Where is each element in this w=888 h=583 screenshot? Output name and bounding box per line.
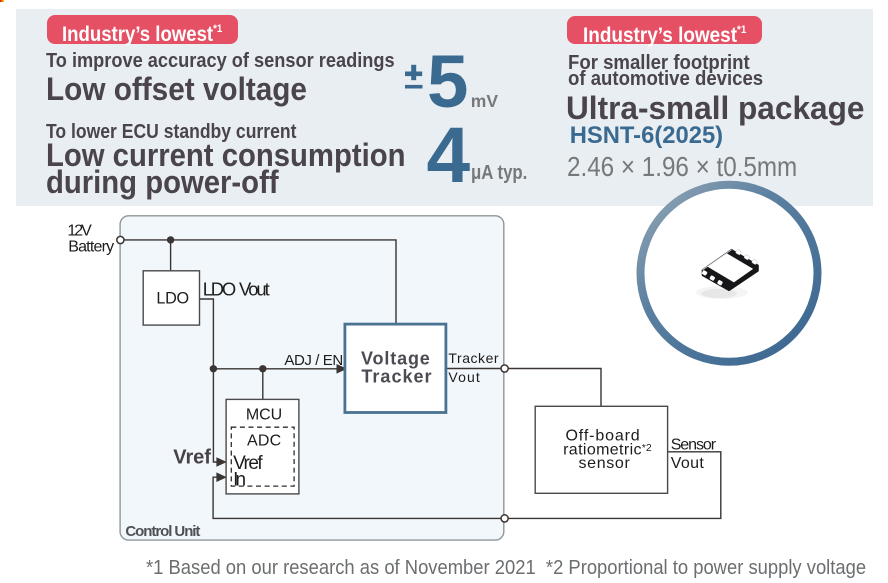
svg-text:Tracker: Tracker	[448, 350, 499, 366]
svg-text:ADJ / EN: ADJ / EN	[284, 352, 343, 369]
svg-text:Vout: Vout	[671, 455, 705, 472]
svg-text:ratiometric: ratiometric	[563, 441, 641, 458]
svg-text:sensor: sensor	[579, 455, 631, 472]
svg-text:Tracker: Tracker	[361, 366, 431, 386]
svg-text:Vout: Vout	[448, 369, 480, 385]
svg-text:Vref: Vref	[233, 453, 263, 474]
svg-text:MCU: MCU	[246, 406, 282, 423]
svg-text:ADC: ADC	[247, 433, 281, 450]
svg-text:Vout: Vout	[239, 279, 270, 300]
svg-text:Sensor: Sensor	[671, 437, 717, 454]
svg-text:12V: 12V	[67, 223, 92, 240]
svg-text:Vref: Vref	[173, 446, 211, 468]
svg-text:LDO: LDO	[203, 279, 237, 300]
svg-text:LDO: LDO	[156, 290, 189, 308]
svg-text:Voltage: Voltage	[361, 348, 430, 368]
svg-text:*2: *2	[642, 442, 652, 454]
svg-text:Control Unit: Control Unit	[125, 523, 200, 540]
svg-text:Off-board: Off-board	[566, 428, 640, 445]
svg-text:In: In	[233, 470, 246, 491]
svg-text:Battery: Battery	[68, 239, 114, 256]
